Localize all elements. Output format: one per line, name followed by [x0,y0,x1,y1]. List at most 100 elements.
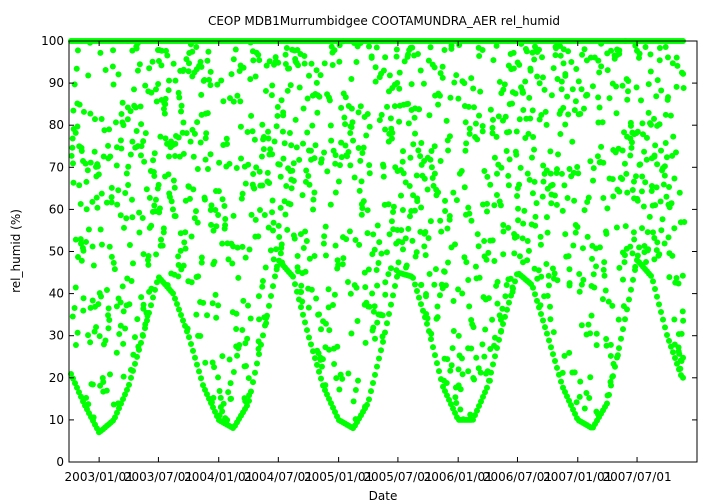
data-point [225,389,232,396]
data-point [599,296,606,303]
data-point [619,176,626,183]
data-point [270,283,276,290]
data-point [416,294,422,301]
data-point [357,157,364,164]
data-point [547,170,554,177]
data-point [215,302,222,309]
data-point [604,205,611,212]
data-point [517,164,524,171]
data-point [518,84,525,91]
data-point [672,149,679,156]
data-point [172,213,179,220]
data-point [410,274,416,281]
data-point [258,341,264,348]
data-point [281,140,288,147]
data-point [226,356,233,363]
data-point [316,311,323,318]
data-point [106,243,113,250]
data-point [462,119,469,126]
chart-title: CEOP MDB1Murrumbidgee COOTAMUNDRA_AER re… [208,14,560,28]
data-point [457,386,464,393]
y-axis-label: rel_humid (%) [9,209,23,293]
data-point [663,193,670,200]
data-point [644,229,651,236]
data-point [466,303,473,310]
data-point [680,70,687,77]
data-point [333,375,340,382]
data-point [573,399,580,406]
data-point [654,293,660,300]
data-point [253,164,260,171]
data-point [291,235,298,242]
data-point [488,369,494,376]
data-point [506,128,513,135]
data-point [510,285,516,292]
data-point [621,129,628,136]
data-point [587,158,594,165]
data-point [658,147,665,154]
data-point [125,182,132,189]
data-point [376,239,383,246]
data-point [589,83,596,90]
data-point [134,316,141,323]
data-point [474,407,480,414]
data-point [653,93,660,100]
data-point [310,196,317,203]
data-point [516,181,523,188]
data-point [428,164,435,171]
data-point [498,164,505,171]
data-point [230,243,237,250]
data-point [208,221,215,228]
data-point [143,186,150,193]
data-point [560,60,567,67]
data-point [421,243,428,250]
data-point [502,293,509,300]
data-point [637,161,644,168]
data-point [347,290,354,297]
data-point [166,77,173,84]
data-point [566,282,573,289]
data-point [96,333,103,340]
data-point [562,121,569,128]
data-point [114,201,121,208]
data-point [267,247,274,254]
data-point [352,387,359,394]
data-point [451,241,458,248]
data-point [204,57,211,64]
data-point [390,292,396,299]
data-point [549,181,556,188]
data-point [649,229,656,236]
data-point [676,366,682,373]
x-tick-label: 2005/01/01 [304,470,373,484]
data-point [425,235,432,242]
data-point [544,330,550,337]
data-point [450,297,457,304]
data-point [652,202,659,209]
data-point [533,200,540,207]
data-point [550,351,556,358]
data-point [69,313,76,320]
data-point [129,196,136,203]
data-point [366,43,373,50]
data-point [530,133,537,140]
data-point [524,238,531,245]
data-point [662,111,669,118]
data-point [105,142,112,149]
data-point [417,67,424,74]
data-point [536,116,543,123]
data-point [647,51,654,58]
data-point [412,130,419,137]
data-point [675,280,682,287]
data-point [275,222,282,229]
data-point [245,375,252,382]
data-point [145,253,152,260]
data-point [550,329,557,336]
data-point [630,229,637,236]
data-point [113,349,120,356]
data-point [97,49,104,56]
data-point [339,375,346,382]
data-point [595,94,602,101]
data-point [616,50,623,57]
data-point [618,335,624,342]
data-point [467,411,474,418]
